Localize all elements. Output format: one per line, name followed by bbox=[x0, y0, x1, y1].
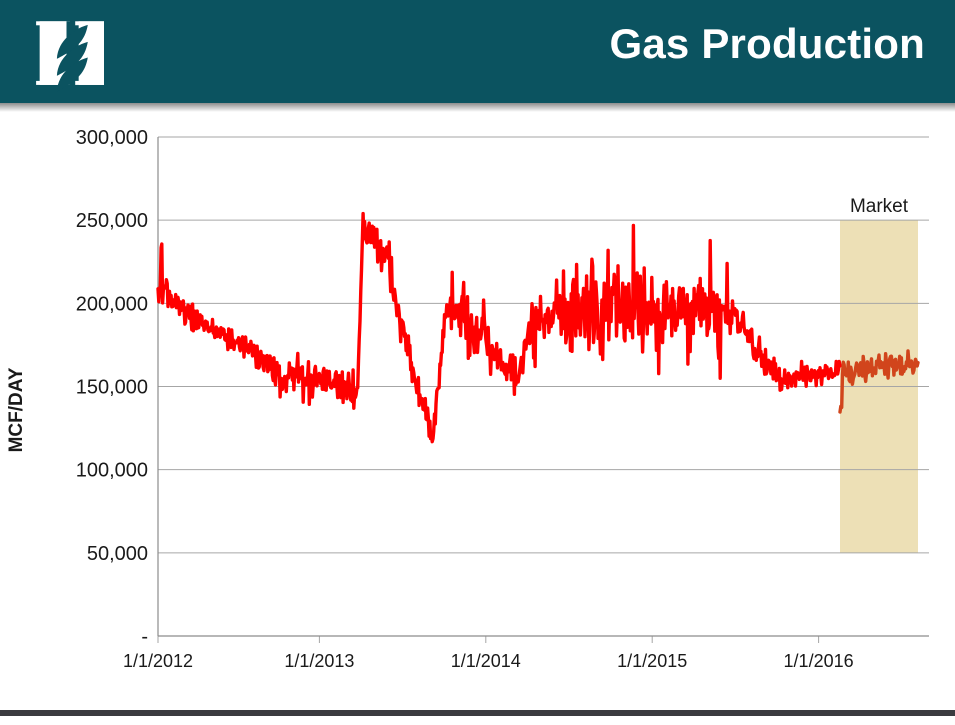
svg-text:MCF/DAY: MCF/DAY bbox=[6, 367, 27, 452]
svg-text:-: - bbox=[141, 626, 148, 648]
svg-text:1/1/2013: 1/1/2013 bbox=[284, 651, 354, 671]
svg-text:100,000: 100,000 bbox=[76, 460, 148, 482]
svg-text:250,000: 250,000 bbox=[76, 210, 148, 232]
svg-text:150,000: 150,000 bbox=[76, 377, 148, 399]
svg-text:200,000: 200,000 bbox=[76, 293, 148, 315]
svg-text:1/1/2014: 1/1/2014 bbox=[451, 651, 521, 671]
svg-text:1/1/2016: 1/1/2016 bbox=[784, 651, 854, 671]
svg-text:1/1/2015: 1/1/2015 bbox=[617, 651, 687, 671]
svg-text:1/1/2012: 1/1/2012 bbox=[123, 651, 193, 671]
svg-text:50,000: 50,000 bbox=[87, 543, 148, 565]
svg-text:Market: Market bbox=[850, 196, 909, 217]
svg-text:300,000: 300,000 bbox=[76, 127, 148, 149]
